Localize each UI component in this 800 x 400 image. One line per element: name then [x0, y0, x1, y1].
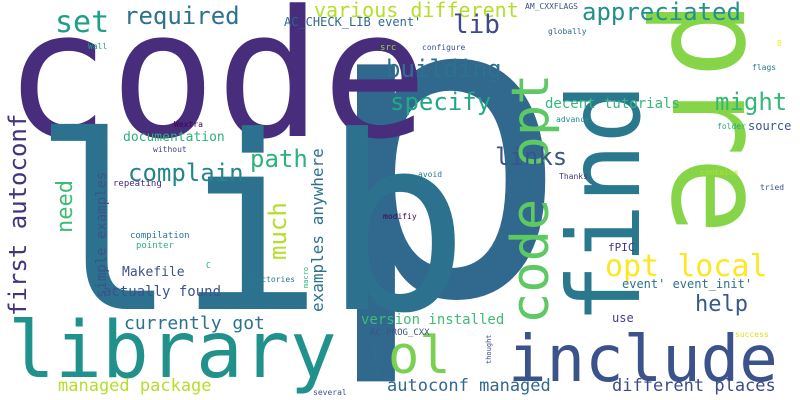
word-avoid: avoid: [418, 170, 443, 179]
word-modifiy: modifiy: [383, 212, 417, 221]
word-much: much: [264, 202, 292, 260]
word-compilation: compilation: [130, 231, 190, 241]
word-simple-examples: simple examples: [94, 171, 110, 298]
word-include: include: [508, 323, 778, 397]
word-repeating: repeating: [113, 179, 162, 189]
word-ac-check-lib-event: AC_CHECK_LIB event': [284, 15, 422, 29]
word-library: library: [8, 306, 337, 396]
word-p: p: [318, 0, 571, 394]
word-advance: advance: [556, 115, 590, 124]
word-macro: macro: [302, 266, 310, 288]
word-first-autoconf: first autoconf: [4, 113, 32, 316]
word-specify: specify: [390, 88, 492, 116]
word-use: use: [612, 311, 634, 325]
word-managed-package: managed package: [58, 376, 212, 396]
word-lib-small: lib: [453, 10, 500, 40]
word-path: path: [250, 145, 308, 173]
word-event-event-init: event' event_init': [622, 277, 753, 291]
word-project: project: [372, 344, 380, 374]
word-examples-anywhere: examples anywhere: [308, 148, 327, 312]
word-am-cxxflags: AM_CXXFLAGS: [525, 2, 578, 11]
word-thanks: Thanks: [559, 172, 588, 181]
word-tried: tried: [760, 183, 785, 192]
word-wall: Wall: [88, 42, 108, 51]
word-contains: contains: [700, 168, 739, 177]
word-required: required: [124, 2, 240, 30]
word-lib-large: lib: [32, 85, 470, 367]
word-success: success: [735, 330, 769, 339]
word-ol: ol: [388, 326, 451, 386]
word-thought: thought: [485, 334, 493, 364]
word-globally: globally: [548, 27, 587, 36]
word-c: C: [206, 261, 211, 270]
word-without: without: [153, 145, 187, 154]
word-various-different: various different: [314, 0, 519, 22]
word-need: need: [53, 180, 78, 233]
word-pointer: pointer: [136, 241, 174, 251]
word-might: might: [715, 88, 788, 116]
word-source: source: [748, 119, 792, 133]
word-b: B: [777, 39, 782, 48]
word-makefile: Makefile: [122, 265, 185, 280]
word-configure: configure: [422, 43, 466, 52]
word-set: set: [55, 5, 110, 40]
word-ac-prog-cxx: AC_PROG_CXX: [370, 328, 430, 338]
word-building: building: [386, 55, 502, 83]
word-links: links: [495, 143, 568, 171]
word-different-places: different places: [612, 376, 776, 396]
word-fpic: fPIC: [608, 241, 635, 254]
word-decent-tutorials: decent tutorials: [545, 96, 680, 112]
word-appreciated: appreciated: [582, 0, 741, 26]
word-wextra: Wextra: [174, 120, 203, 129]
word-opt-local: opt local: [605, 249, 768, 284]
word-code: code: [4, 0, 428, 178]
word-flags: flags: [752, 63, 777, 72]
word-currently-got: currently got: [124, 313, 265, 334]
word-src: src: [380, 43, 397, 53]
word-autoconf-managed: autoconf managed: [387, 376, 551, 396]
word-documentation: documentation: [123, 130, 225, 145]
word-several: several: [313, 388, 347, 397]
word-actually-found: actually found: [103, 284, 222, 300]
word-complain: complain: [128, 159, 244, 187]
word-folder: folder: [717, 122, 746, 131]
word-directories: directories: [242, 275, 295, 284]
word-help: help: [695, 292, 748, 317]
word-version-installed: version installed: [361, 312, 505, 328]
